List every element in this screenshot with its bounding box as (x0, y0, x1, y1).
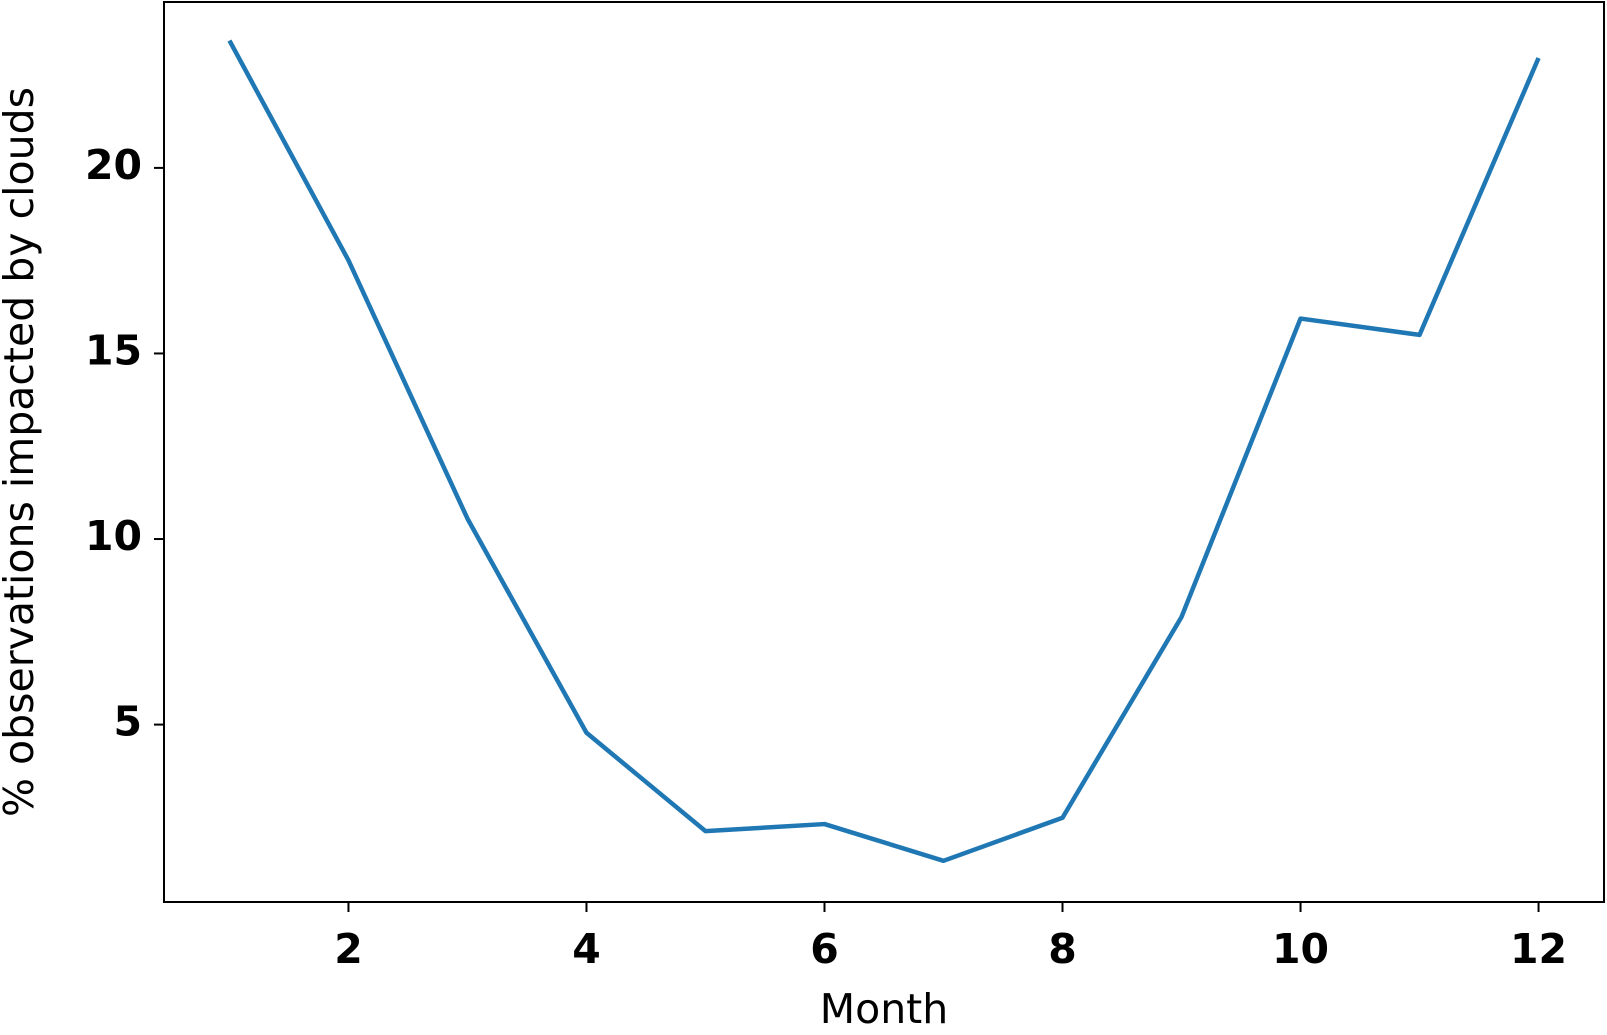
y-tick-label: 10 (85, 512, 142, 560)
x-tick-label: 4 (572, 925, 601, 973)
x-tick-label: 8 (1048, 925, 1077, 973)
x-tick-label: 2 (334, 925, 363, 973)
y-tick-label: 15 (85, 326, 142, 374)
data-line (227, 39, 1541, 864)
y-tick-label: 5 (113, 698, 142, 746)
x-axis-label: Month (820, 985, 949, 1033)
y-axis-label: % observations impacted by clouds (0, 87, 43, 817)
x-tick-label: 6 (810, 925, 839, 973)
plot-frame (163, 1, 1605, 903)
x-tick-label: 12 (1510, 925, 1567, 973)
x-tick-label: 10 (1272, 925, 1329, 973)
y-tick-label: 20 (85, 141, 142, 189)
